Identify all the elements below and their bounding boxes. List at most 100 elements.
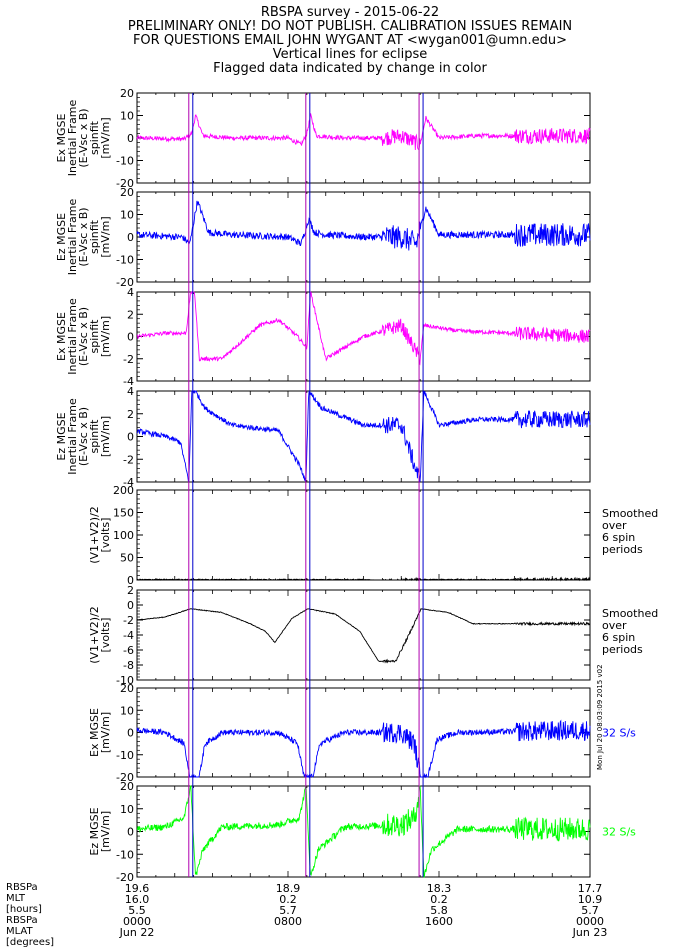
xaxis-row-1-value-1: 19.6 [125, 882, 150, 895]
xaxis-row-2-value-4: 10.9 [578, 893, 603, 906]
panel-1-ylabel-line-3: (E-Vsc x B) [77, 108, 90, 167]
panel-5-ylabel-line-2: [volts] [99, 518, 112, 553]
xaxis-row-label-2: MLT [6, 893, 25, 904]
panel-5-annotation-1: Smoothed [602, 507, 658, 520]
panel-3-ylabel-line-2: Inertial Frame [66, 298, 79, 375]
panel-1-ytick-label-3: 10 [120, 110, 134, 123]
panel-2-ylabel-line-5: [mV/m] [99, 216, 112, 257]
panel-4-ytick-label-3: 2 [127, 408, 134, 421]
panel-6-annotation-1: Smoothed [602, 607, 658, 620]
panel-1-ytick-label-0: -20 [116, 177, 134, 190]
header-line-2: PRELIMINARY ONLY! DO NOT PUBLISH. CALIBR… [127, 19, 573, 34]
panel-5-ytick-label-0: 0 [127, 574, 134, 587]
xaxis-row-4-value-4: 0000 [576, 915, 604, 928]
panel-6-ytick-label-5: 0 [127, 599, 134, 612]
panel-6-frame [136, 589, 591, 681]
xaxis-row-3-value-1: 5.5 [128, 904, 146, 917]
panel-3-series-line [136, 290, 591, 366]
panel-6-series-line [136, 608, 591, 664]
panel-8-ytick-label-1: -10 [116, 848, 134, 861]
panel-8-ylabel-line-1: Ez MGSE [88, 807, 101, 855]
panel-3-ytick-label-1: -2 [123, 353, 134, 366]
version-stamp: Mon Jul 20 08:03:09 2015 v02 [596, 664, 604, 770]
panel-4-ytick-label-2: 0 [127, 431, 134, 444]
header-line-4: Vertical lines for eclipse [272, 47, 428, 62]
panel-6-ylabel-line-1: (V1+V2)/2 [88, 606, 101, 664]
xaxis-row-label-1: RBSPa [6, 882, 38, 893]
panel-8-ytick-label-2: 0 [127, 826, 134, 839]
xaxis-row-2-value-2: 0.2 [279, 893, 297, 906]
panel-1-ytick-label-1: -10 [116, 155, 134, 168]
xaxis-row-3-value-4: 5.7 [581, 904, 599, 917]
xaxis-row-label-5: MLAT [6, 926, 33, 937]
header-line-5: Flagged data indicated by change in colo… [213, 61, 487, 76]
panel-6-ytick-label-6: 2 [127, 584, 134, 597]
header-line-3: FOR QUESTIONS EMAIL JOHN WYGANT AT <wyga… [132, 33, 568, 48]
panel-5-ytick-label-4: 200 [113, 484, 134, 497]
panel-6-ytick-label-0: -10 [116, 674, 134, 687]
panel-7-ylabel-line-2: [mV/m] [99, 712, 112, 753]
xaxis-row-label-4: RBSPa [6, 915, 38, 926]
panel-2-ytick-label-0: -20 [116, 276, 134, 289]
panel-2-ylabel-line-4: spinfit [88, 219, 101, 254]
panel-7-ytick-label-0: -20 [116, 771, 134, 784]
xaxis-row-3-value-3: 5.8 [430, 904, 448, 917]
panel-2-ytick-label-3: 10 [120, 209, 134, 222]
panel-1-ylabel-line-5: [mV/m] [99, 117, 112, 158]
panel-5-annotation-4: periods [602, 543, 643, 556]
panel-8-ylabel-line-2: [mV/m] [99, 811, 112, 852]
panel-7-ytick-label-4: 20 [120, 682, 134, 695]
panel-1-ylabel-line-1: Ex MGSE [55, 113, 68, 162]
panel-5-ytick-label-3: 150 [113, 507, 134, 520]
panel-7-ylabel-line-1: Ex MGSE [88, 708, 101, 757]
panel-5-annotation-2: over [602, 519, 627, 532]
panel-2-ytick-label-4: 20 [120, 186, 134, 199]
panel-3-ylabel-line-1: Ex MGSE [55, 312, 68, 361]
panel-6-ylabel-line-2: [volts] [99, 618, 112, 653]
xaxis-row-1-value-4: 17.7 [578, 882, 603, 895]
panel-3-ytick-label-4: 4 [127, 286, 134, 299]
panel-5-ytick-label-1: 50 [120, 552, 134, 565]
panel-8-ytick-label-3: 10 [120, 803, 134, 816]
panel-8-series-line [136, 785, 591, 878]
panel-4-ylabel-line-1: Ez MGSE [55, 412, 68, 460]
xaxis-row-label-6: [degrees] [6, 937, 55, 948]
panel-6-annotation-2: over [602, 619, 627, 632]
panel-3-ylabel-line-5: [mV/m] [99, 316, 112, 357]
panel-7-ytick-label-1: -10 [116, 749, 134, 762]
panel-4-ylabel-line-5: [mV/m] [99, 416, 112, 457]
panel-4-ylabel-line-4: spinfit [88, 419, 101, 454]
panel-2-ytick-label-1: -10 [116, 254, 134, 267]
panel-5-ytick-label-2: 100 [113, 529, 134, 542]
xaxis-row-label-3: [hours] [6, 904, 42, 915]
panel-4-series-line [136, 390, 591, 483]
panel-6-ytick-label-3: -4 [123, 629, 134, 642]
panel-8-ytick-label-4: 20 [120, 780, 134, 793]
panel-6-annotation-3: 6 spin [602, 631, 635, 644]
panel-3-ytick-label-3: 2 [127, 308, 134, 321]
panel-7-ytick-label-3: 10 [120, 704, 134, 717]
xaxis-row-5-value-4: Jun 23 [572, 926, 608, 939]
panel-7-series-line [136, 719, 591, 779]
panel-4-ytick-label-1: -2 [123, 453, 134, 466]
panel-4-ylabel-line-3: (E-Vsc x B) [77, 407, 90, 466]
panel-2-series-line [136, 200, 591, 251]
x-axis-label-block: RBSPa MLT [hours] RBSPa MLAT [degrees] [6, 882, 54, 948]
figure-header: RBSPA survey - 2015-06-22 PRELIMINARY ON… [0, 6, 700, 76]
panel-2-ylabel-line-2: Inertial Frame [66, 199, 79, 276]
panel-4-ytick-label-4: 4 [127, 385, 134, 398]
xaxis-row-3-value-2: 5.7 [279, 904, 297, 917]
xaxis-row-2-value-1: 16.0 [125, 893, 150, 906]
panel-5-frame [136, 489, 591, 581]
panel-1-series-line [136, 113, 591, 151]
panel-5-ylabel-line-1: (V1+V2)/2 [88, 506, 101, 564]
panel-3-ytick-label-2: 0 [127, 331, 134, 344]
panel-7-annotation-1: 32 S/s [602, 727, 636, 740]
panel-6-annotation-4: periods [602, 643, 643, 656]
panel-5-annotation-3: 6 spin [602, 531, 635, 544]
panel-2-ylabel-line-1: Ez MGSE [55, 213, 68, 261]
panel-3-ytick-label-0: -4 [123, 375, 134, 388]
panel-4-ytick-label-0: -4 [123, 476, 134, 489]
xaxis-row-2-value-3: 0.2 [430, 893, 448, 906]
